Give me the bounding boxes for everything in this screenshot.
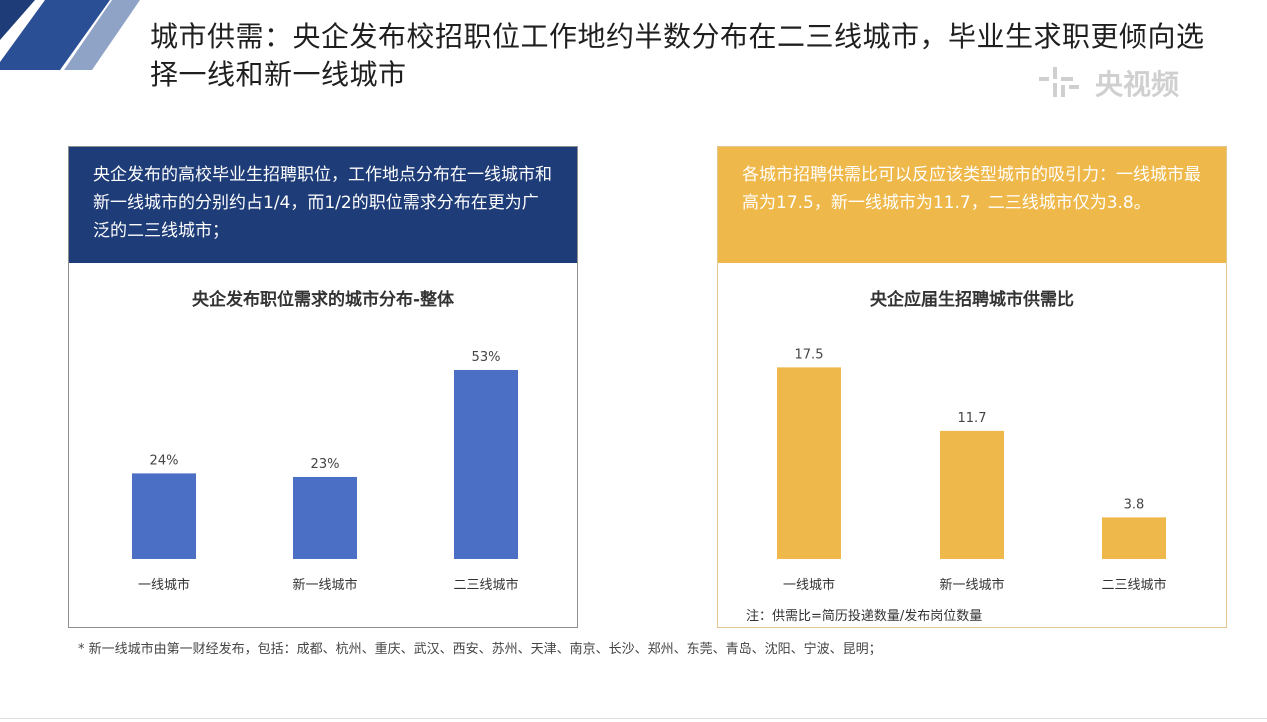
page-title: 城市供需：央企发布校招职位工作地约半数分布在二三线城市，毕业生求职更倾向选择一线…: [150, 20, 1205, 91]
left-panel: 央企发布的高校毕业生招聘职位，工作地点分布在一线城市和新一线城市的分别约占1/4…: [68, 146, 578, 628]
bottom-divider: [0, 718, 1267, 719]
left-chart-bar-2: [293, 476, 357, 559]
left-bar-chart: 24% 一线城市 23% 新一线城市 53% 二三线城市: [132, 350, 519, 593]
left-chart-title: 央企发布职位需求的城市分布-整体: [191, 290, 455, 310]
left-chart-value-label-2: 23%: [311, 457, 340, 472]
right-chart-bar-1: [777, 367, 841, 559]
right-chart-category-label-1: 一线城市: [783, 577, 835, 593]
right-chart-category-label-3: 二三线城市: [1101, 577, 1166, 593]
left-panel-header: 央企发布的高校毕业生招聘职位，工作地点分布在一线城市和新一线城市的分别约占1/4…: [69, 147, 577, 263]
left-chart-value-label-1: 24%: [150, 453, 179, 468]
right-chart-value-label-2: 11.7: [958, 411, 987, 426]
right-panel-header: 各城市招聘供需比可以反应该类型城市的吸引力：一线城市最高为17.5，新一线城市为…: [718, 147, 1226, 263]
right-chart-category-label-2: 新一线城市: [939, 577, 1004, 593]
right-chart-title: 央企应届生招聘城市供需比: [870, 290, 1074, 310]
watermark-text: 央视频: [1095, 67, 1180, 101]
left-chart-bar-3: [454, 369, 518, 559]
corner-decoration: [0, 0, 140, 70]
right-chart-value-label-3: 3.8: [1124, 497, 1145, 512]
left-chart-bar-1: [132, 473, 196, 559]
left-chart-category-label-2: 新一线城市: [292, 577, 357, 593]
left-chart-category-label-3: 二三线城市: [453, 577, 518, 593]
right-chart-bar-2: [940, 430, 1004, 559]
right-bar-chart: 17.5 一线城市 11.7 新一线城市 3.8 二三线城市: [777, 347, 1167, 593]
cctv-video-logo-icon: [1039, 66, 1079, 97]
right-panel: 各城市招聘供需比可以反应该类型城市的吸引力：一线城市最高为17.5，新一线城市为…: [717, 146, 1227, 628]
watermark: 央视频: [1035, 60, 1215, 105]
left-chart-value-label-3: 53%: [472, 350, 501, 365]
right-chart-bar-3: [1102, 517, 1166, 559]
footnote: * 新一线城市由第一财经发布，包括：成都、杭州、重庆、武汉、西安、苏州、天津、南…: [78, 642, 882, 657]
left-chart-category-label-1: 一线城市: [138, 577, 190, 593]
chart-note: 注：供需比=简历投递数量/发布岗位数量: [746, 609, 983, 624]
right-chart-value-label-1: 17.5: [795, 347, 824, 362]
